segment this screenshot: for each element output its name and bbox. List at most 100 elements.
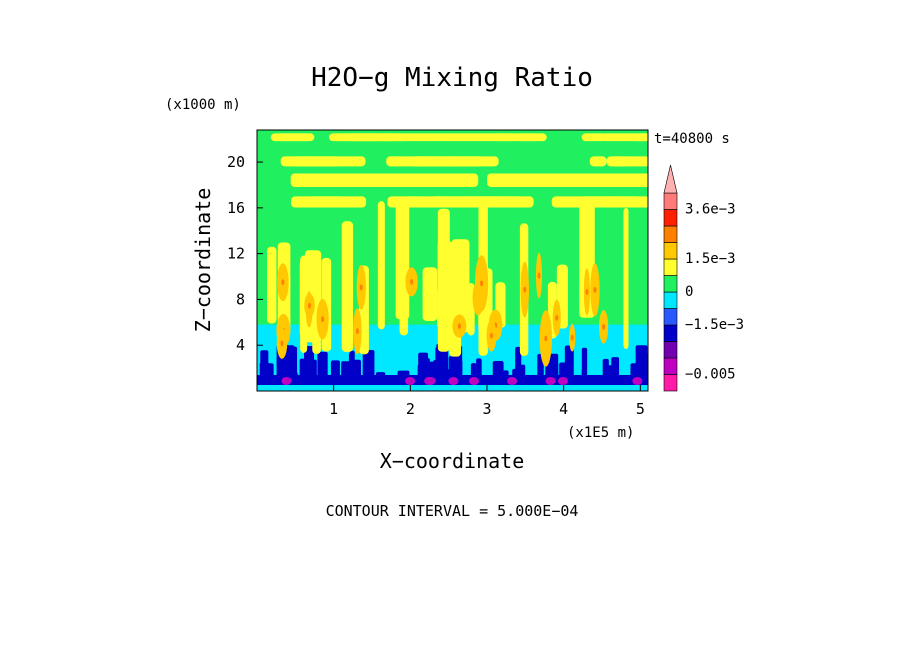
field-core-red <box>281 279 285 286</box>
field-band-yellow <box>365 173 416 187</box>
field-blob-purple <box>557 377 568 385</box>
field-band-yellow <box>376 133 446 142</box>
field-plume-yellow <box>623 207 629 350</box>
field-plume-yellow <box>399 220 409 336</box>
field-blob-purple <box>281 377 292 385</box>
field-core-red <box>555 314 559 321</box>
field-blob-purple <box>468 377 479 385</box>
field-band-yellow <box>616 173 648 187</box>
y-tick-label-4: 20 <box>227 153 245 171</box>
field-plume-yellow <box>422 267 438 321</box>
field-band-yellow <box>604 196 640 208</box>
field-plume-yellow <box>437 208 450 352</box>
x-tick-label-3: 4 <box>559 400 568 418</box>
field-core-red <box>308 302 312 309</box>
colorbar-swatch-4 <box>663 308 678 326</box>
field-blob-purple <box>545 377 556 385</box>
colorbar-swatch-9 <box>663 225 678 243</box>
field-band-yellow <box>589 156 607 167</box>
colorbar-swatch-10 <box>663 209 678 227</box>
colorbar-swatch-0 <box>663 374 678 392</box>
field-band-yellow <box>602 133 648 142</box>
field-core-red <box>410 278 414 285</box>
field-band-yellow <box>291 196 315 208</box>
field-band-yellow <box>491 133 531 142</box>
field-core-red <box>570 334 574 341</box>
y-axis-label: Z−coordinate <box>191 188 215 333</box>
field-blob-purple <box>425 377 436 385</box>
field-core-red <box>457 323 461 330</box>
field-band-yellow <box>487 173 560 187</box>
field-band-yellow <box>466 156 499 167</box>
field-band-yellow <box>406 173 479 187</box>
field-band-yellow <box>305 196 344 208</box>
field-core-red <box>489 332 493 339</box>
field-plume-yellow <box>341 221 354 352</box>
field-plume-yellow <box>451 239 470 333</box>
colorbar-label-3: 1.5e−3 <box>685 251 736 267</box>
field-band-yellow <box>306 156 366 167</box>
field-blob-purple <box>448 377 459 385</box>
y-axis-ticks: 4 8 12 16 20 <box>227 153 263 354</box>
field-core-red <box>359 284 363 291</box>
field-core-red <box>355 328 359 335</box>
colorbar-swatch-7 <box>663 258 678 276</box>
y-tick-label-0: 4 <box>236 336 245 354</box>
x-tick-label-0: 1 <box>329 400 338 418</box>
colorbar-label-0: −0.005 <box>685 367 736 383</box>
x-tick-label-2: 3 <box>482 400 491 418</box>
field-blob-purple <box>632 377 643 385</box>
x-tick-label-1: 2 <box>406 400 415 418</box>
field-band-yellow <box>309 173 368 187</box>
time-label: t=40800 s <box>654 131 730 147</box>
colorbar-swatch-11 <box>663 192 678 210</box>
colorbar-label-1: −1.5e−3 <box>685 317 744 333</box>
colorbar <box>663 164 678 392</box>
colorbar-swatch-3 <box>663 324 678 342</box>
field-band-yellow <box>409 156 427 167</box>
contour-interval-footer: CONTOUR INTERVAL = 5.000E−04 <box>326 502 579 520</box>
field-core-red <box>321 316 325 323</box>
field-band-yellow <box>270 133 310 142</box>
colorbar-labels: −0.005 −1.5e−3 0 1.5e−3 3.6e−3 <box>685 202 744 383</box>
field-band-yellow <box>632 133 648 142</box>
field-band-yellow <box>581 133 608 142</box>
y-tick-label-2: 12 <box>227 245 245 263</box>
field-core-red <box>593 286 597 293</box>
field-band-yellow <box>386 156 403 167</box>
field-core-red <box>523 286 527 293</box>
y-tick-label-1: 8 <box>236 290 245 308</box>
plot-area <box>257 130 648 391</box>
x-axis-ticks: 1 2 3 4 5 <box>329 385 645 418</box>
field-core-red <box>602 323 606 330</box>
field-core-red <box>480 280 484 287</box>
colorbar-swatch-5 <box>663 291 678 309</box>
chart-title: H2O−g Mixing Ratio <box>311 63 593 93</box>
colorbar-swatch-2 <box>663 341 678 359</box>
field-blob-blue <box>436 343 449 385</box>
y-unit-label: (x1000 m) <box>165 97 241 113</box>
colorbar-arrow <box>663 164 678 194</box>
field-core-red <box>537 272 541 279</box>
x-axis-label: X−coordinate <box>380 449 525 473</box>
field-core-red <box>544 335 548 342</box>
x-unit-label: (x1E5 m) <box>567 425 634 441</box>
field-blob-purple <box>405 377 416 385</box>
field-blob-purple <box>507 377 518 385</box>
field-core-red <box>280 340 284 347</box>
field-core-red <box>585 288 589 295</box>
colorbar-swatch-6 <box>663 275 678 293</box>
x-tick-label-4: 5 <box>636 400 645 418</box>
colorbar-label-4: 3.6e−3 <box>685 202 736 218</box>
field-band-yellow <box>608 156 631 167</box>
field-band-yellow <box>565 173 624 187</box>
field-plume-yellow <box>267 246 277 324</box>
colorbar-swatch-1 <box>663 357 678 375</box>
field-band-yellow <box>495 196 534 208</box>
field-band-yellow <box>429 196 450 208</box>
y-tick-label-3: 16 <box>227 199 245 217</box>
field-plume-yellow <box>377 201 385 330</box>
field-layers <box>257 133 648 391</box>
colorbar-label-2: 0 <box>685 284 693 300</box>
